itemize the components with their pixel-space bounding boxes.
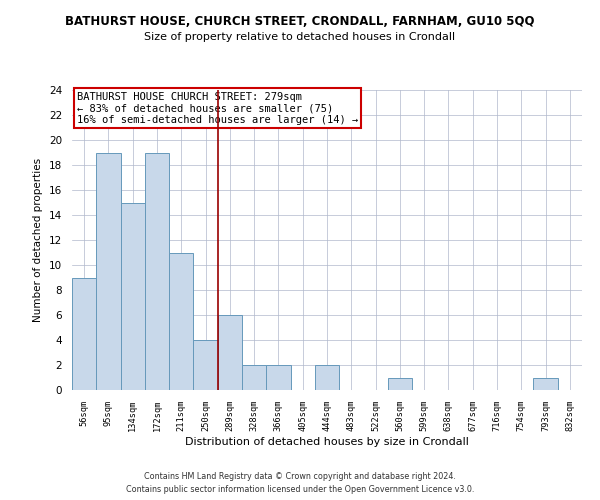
Bar: [218, 315, 242, 390]
Bar: [266, 365, 290, 390]
Bar: [145, 152, 169, 390]
Y-axis label: Number of detached properties: Number of detached properties: [34, 158, 43, 322]
X-axis label: Distribution of detached houses by size in Crondall: Distribution of detached houses by size …: [185, 437, 469, 447]
Text: BATHURST HOUSE, CHURCH STREET, CRONDALL, FARNHAM, GU10 5QQ: BATHURST HOUSE, CHURCH STREET, CRONDALL,…: [65, 15, 535, 28]
Text: Contains HM Land Registry data © Crown copyright and database right 2024.: Contains HM Land Registry data © Crown c…: [144, 472, 456, 481]
Bar: [193, 340, 218, 390]
Bar: [72, 278, 96, 390]
Bar: [121, 202, 145, 390]
Text: BATHURST HOUSE CHURCH STREET: 279sqm
← 83% of detached houses are smaller (75)
1: BATHURST HOUSE CHURCH STREET: 279sqm ← 8…: [77, 92, 358, 124]
Text: Size of property relative to detached houses in Crondall: Size of property relative to detached ho…: [145, 32, 455, 42]
Bar: [96, 152, 121, 390]
Bar: [169, 252, 193, 390]
Bar: [315, 365, 339, 390]
Bar: [533, 378, 558, 390]
Text: Contains public sector information licensed under the Open Government Licence v3: Contains public sector information licen…: [126, 485, 474, 494]
Bar: [388, 378, 412, 390]
Bar: [242, 365, 266, 390]
